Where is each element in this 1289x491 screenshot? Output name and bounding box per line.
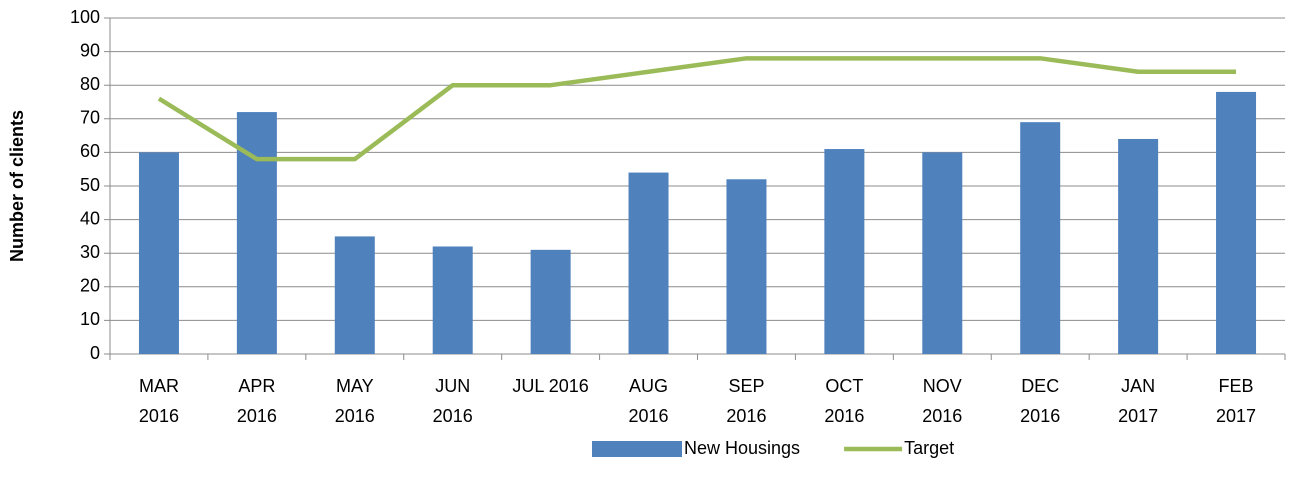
x-tick-label: NOV 2016 xyxy=(922,376,962,426)
x-tick-label: AUG 2016 xyxy=(629,376,669,426)
y-tick-label: 20 xyxy=(80,276,100,296)
x-tick-label: DEC 2016 xyxy=(1020,376,1060,426)
bar xyxy=(922,152,963,354)
bar xyxy=(1020,122,1061,354)
bar xyxy=(824,149,865,354)
bar xyxy=(628,172,669,354)
x-tick-label: JUL 2016 xyxy=(512,376,588,396)
y-tick-label: 40 xyxy=(80,208,100,228)
y-tick-label: 100 xyxy=(70,7,100,27)
y-tick-label: 90 xyxy=(80,40,100,60)
y-axis-title: Number of clients xyxy=(7,110,27,262)
x-tick-label: JAN 2017 xyxy=(1118,376,1158,426)
x-tick-label: SEP 2016 xyxy=(726,376,766,426)
bar xyxy=(726,179,767,354)
x-tick-label: OCT 2016 xyxy=(824,376,864,426)
bar xyxy=(432,246,473,354)
line xyxy=(157,56,1237,162)
x-tick-label: FEB 2017 xyxy=(1216,376,1256,426)
bar xyxy=(334,236,375,354)
y-tick-label: 30 xyxy=(80,242,100,262)
legend-label: New Housings xyxy=(684,438,800,458)
y-tick-label: 80 xyxy=(80,74,100,94)
legend-label: Target xyxy=(904,438,954,458)
y-tick-label: 0 xyxy=(90,343,100,363)
legend-swatch xyxy=(592,441,682,457)
y-tick-label: 60 xyxy=(80,141,100,161)
y-tick-label: 70 xyxy=(80,108,100,128)
x-tick-label: MAY 2016 xyxy=(335,376,375,426)
x-tick-label: JUN 2016 xyxy=(433,376,473,426)
y-tick-label: 10 xyxy=(80,309,100,329)
y-tick-label: 50 xyxy=(80,175,100,195)
bar xyxy=(1118,138,1159,354)
x-tick-label: MAR 2016 xyxy=(139,376,179,426)
legend: New Housings Target xyxy=(592,438,954,458)
bar xyxy=(530,249,571,354)
bar xyxy=(138,152,179,354)
bar xyxy=(1216,91,1257,355)
x-tick-label: APR 2016 xyxy=(237,376,277,426)
